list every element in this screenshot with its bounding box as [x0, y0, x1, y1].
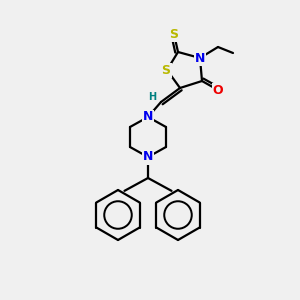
Text: O: O	[213, 83, 223, 97]
Text: N: N	[143, 151, 153, 164]
Text: N: N	[195, 52, 205, 64]
Text: H: H	[148, 92, 156, 102]
Text: S: S	[169, 28, 178, 40]
Text: N: N	[143, 110, 153, 124]
Text: S: S	[161, 64, 170, 76]
